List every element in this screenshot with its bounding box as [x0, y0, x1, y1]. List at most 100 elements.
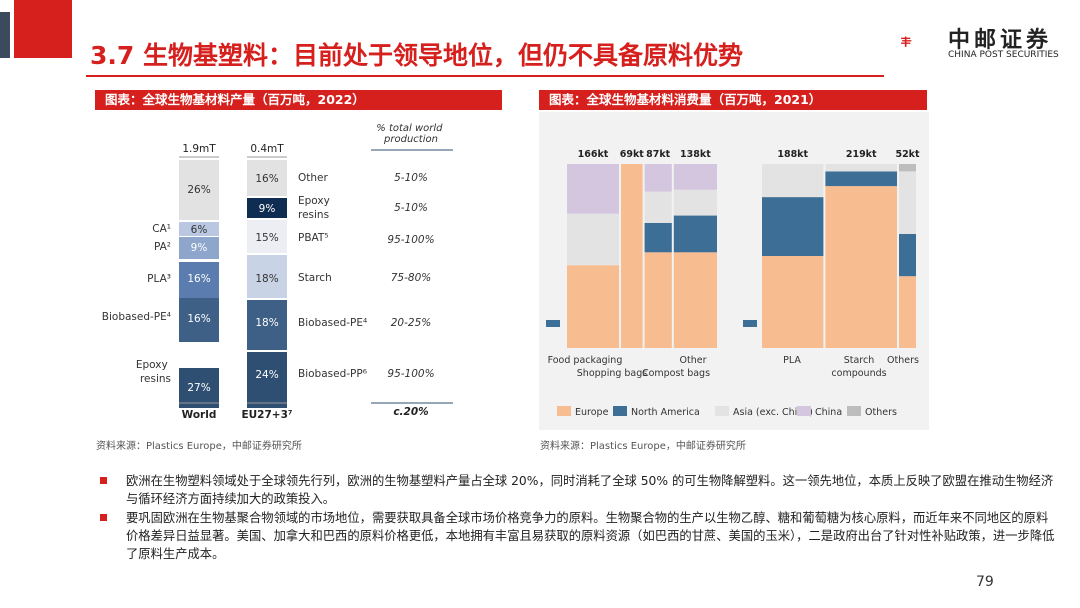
left-chart-header: 图表：全球生物基材料产量（百万吨，2022） — [95, 90, 502, 110]
right-chart: 166kt 69kt 87kt 138kt 188kt 219kt 52kt Food pa… — [539, 112, 929, 430]
eu-seg-pbat — [247, 220, 287, 253]
world-bar: 27% 16% 16% 9% 6% 26% — [179, 160, 219, 408]
mekko-column-total: 166kt — [578, 149, 609, 160]
xlabel-pla: PLA — [783, 355, 801, 366]
eu-seg-pbat-value: 15% — [255, 232, 278, 244]
share-starch: 75-80% — [391, 272, 432, 284]
mekko-segment-asia-exc-china- — [673, 189, 717, 216]
legend-swatch — [557, 406, 571, 416]
logo-text-en: CHINA POST SECURITIES — [948, 50, 1059, 60]
mekko-segment-asia-exc-china- — [825, 164, 897, 172]
mekko-segment-asia-exc-china- — [762, 164, 824, 198]
eu-label-starch: Starch — [298, 272, 332, 284]
mekko-segment-europe — [825, 186, 897, 348]
legend-swatch — [797, 406, 811, 416]
eu-seg-pe-value: 18% — [255, 317, 278, 329]
bullet-text: 欧洲在生物塑料领域处于全球领先行列，欧洲的生物基塑料产量占全球 20%，同时消耗… — [126, 474, 1054, 506]
mekko-segment-europe — [762, 256, 824, 348]
world-label-biope: Biobased-PE⁴ — [102, 311, 171, 323]
bullet-marker-icon — [100, 514, 107, 521]
xlabel-shopping-bags: Shopping bags — [577, 368, 648, 379]
mekko-segment-europe — [621, 164, 643, 348]
legend-swatch — [613, 406, 627, 416]
eu-bar-label: EU27+3⁷ — [241, 409, 292, 421]
legend-label: China — [815, 407, 842, 418]
world-seg-biope-value: 16% — [187, 313, 210, 325]
xlabel-other: Other — [680, 355, 707, 366]
mekko-segment-north-america — [762, 197, 824, 256]
share-pe: 20-25% — [391, 317, 432, 329]
world-label-pa: PA² — [154, 241, 171, 253]
mekko-segment-china — [567, 164, 619, 214]
share-col-header: % total world production — [376, 123, 445, 145]
eu-bar: 24% 18% 18% 15% 9% 16% — [247, 160, 287, 408]
eu-seg-pp-value: 24% — [255, 369, 278, 381]
world-seg-other-value: 26% — [187, 184, 210, 196]
china-post-logo-icon — [901, 36, 912, 47]
eu-seg-other — [247, 160, 287, 196]
legend-label: North America — [631, 407, 700, 418]
total-share-label: c.20% — [393, 406, 428, 418]
world-seg-pla — [179, 262, 219, 298]
world-seg-pa-value: 9% — [191, 242, 208, 254]
mekko-segment-europe — [567, 265, 619, 348]
right-chart-source: 资料来源：Plastics Europe，中邮证券研究所 — [540, 441, 746, 452]
share-other: 5-10% — [394, 172, 428, 184]
header-decoration-red — [14, 0, 72, 58]
mekko-segment-europe — [644, 252, 672, 348]
xlabel-food-packaging: Food packaging — [548, 355, 623, 366]
mekko-column-total: 87kt — [646, 149, 671, 160]
mekko-segment-china — [644, 164, 672, 192]
mekko-segment-north-america — [673, 215, 717, 253]
mekko-segment-north-america — [899, 233, 916, 277]
world-label-pla: PLA³ — [147, 273, 171, 285]
mekko-segment-asia-exc-china- — [567, 213, 619, 266]
mekko-segment-others — [899, 164, 916, 172]
bullet-text: 要巩固欧洲在生物基聚合物领域的市场地位，需要获取具备全球市场价格竞争力的原料。生… — [126, 511, 1055, 561]
legend-swatch — [847, 406, 861, 416]
page-title: 3.7 生物基塑料：目前处于领导地位，但仍不具备原料优势 — [90, 41, 743, 70]
mekko-segment-asia-exc-china- — [899, 171, 916, 234]
legend-swatch — [715, 406, 729, 416]
world-seg-epoxy — [179, 368, 219, 408]
eu-seg-epoxy-value: 9% — [259, 203, 276, 215]
share-col-header-line1: % total world — [376, 123, 443, 134]
legend-label: Asia (exc. China) — [733, 407, 813, 418]
world-label-epoxy-line1: Epoxy — [136, 359, 168, 371]
mekko-segment-north-america — [644, 222, 672, 253]
xlabel-compounds: compounds — [831, 368, 886, 379]
mekko-column-total: 69kt — [620, 149, 645, 160]
eu-label-pe: Biobased-PE⁴ — [298, 317, 367, 329]
mekko-column-total: 52kt — [895, 149, 920, 160]
right-chart-legend: Europe North America Asia (exc. China) Chin… — [557, 406, 897, 418]
mekko-column-total: 138kt — [680, 149, 711, 160]
eu-label-epoxy: Epoxy resins — [298, 195, 333, 221]
mekko-column-total: 219kt — [846, 149, 877, 160]
xlabel-starch: Starch — [844, 355, 875, 366]
legend-label: Others — [865, 407, 897, 418]
eu-total-label: 0.4mT — [250, 143, 284, 155]
eu-seg-starch-value: 18% — [255, 273, 278, 285]
mekko-segment-europe — [899, 276, 916, 348]
mekko-segment-asia-exc-china- — [644, 191, 672, 223]
world-seg-other — [179, 160, 219, 220]
world-label-ca: CA¹ — [152, 223, 171, 235]
bullet-marker-icon — [100, 477, 107, 484]
share-col-header-line2: production — [383, 134, 438, 145]
logo-text-cn: 中邮证券 — [948, 28, 1053, 53]
mekko-segment-europe — [673, 252, 717, 348]
share-epoxy: 5-10% — [394, 202, 428, 214]
xlabel-compost-bags: Compost bags — [642, 368, 710, 379]
world-seg-epoxy-value: 27% — [187, 382, 210, 394]
world-seg-pla-value: 16% — [187, 273, 210, 285]
world-seg-ca — [179, 222, 219, 236]
xlabel-others: Others — [887, 355, 919, 366]
bullet-item: 要巩固欧洲在生物基聚合物领域的市场地位，需要获取具备全球市场价格竞争力的原料。生… — [100, 509, 1060, 563]
bullet-list: 欧洲在生物塑料领域处于全球领先行列，欧洲的生物基塑料产量占全球 20%，同时消耗… — [100, 472, 1060, 564]
left-chart-source: 资料来源：Plastics Europe，中邮证券研究所 — [96, 441, 302, 452]
eu-label-other: Other — [298, 172, 328, 184]
world-seg-pa — [179, 237, 219, 259]
share-pp: 95-100% — [387, 368, 434, 380]
eu-label-epoxy-line2: resins — [298, 209, 329, 221]
page-number: 79 — [976, 574, 994, 590]
